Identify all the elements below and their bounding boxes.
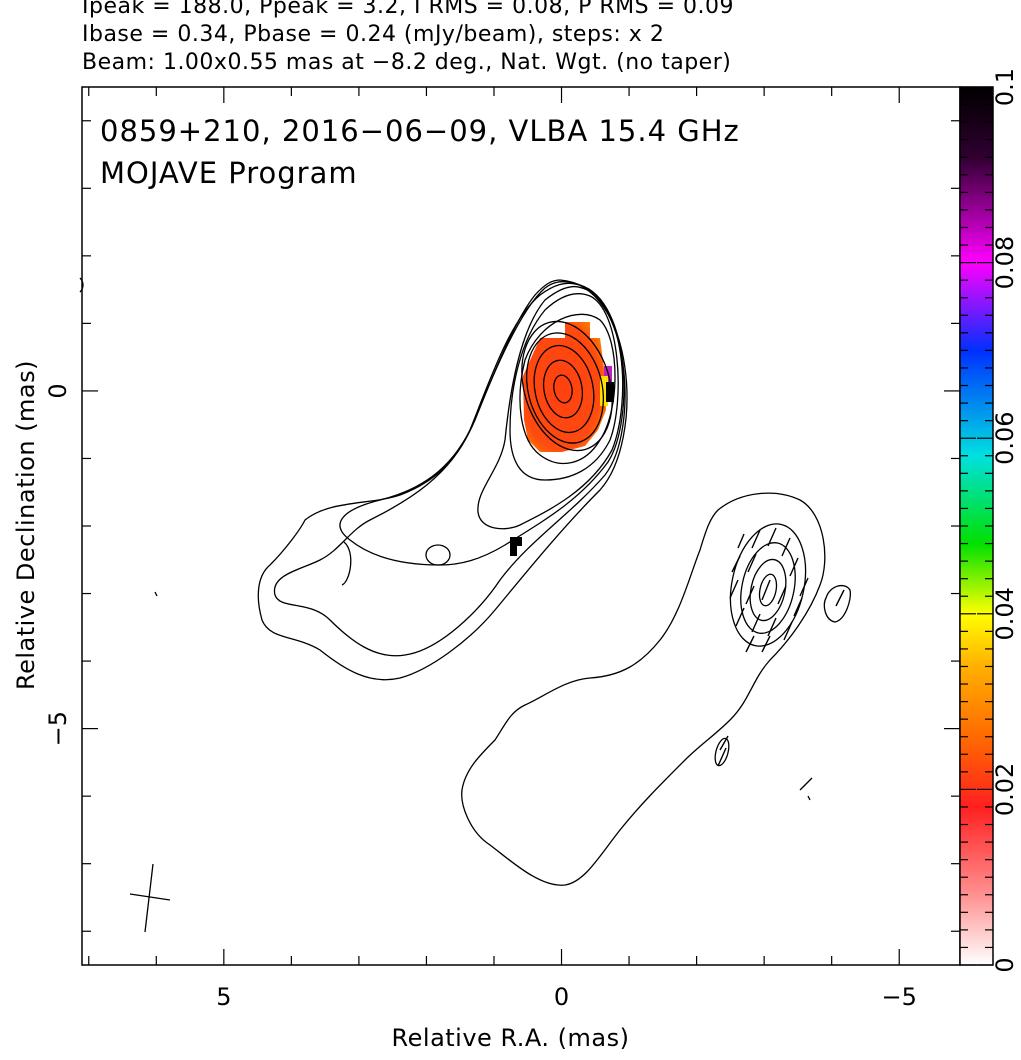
beam-marker xyxy=(129,863,171,933)
colorbar-tick-label: 0.08 xyxy=(991,236,1019,289)
y-tick-label: −5 xyxy=(44,711,72,746)
polarization-vectors xyxy=(717,527,845,767)
x-axis-label: Relative R.A. (mas) xyxy=(391,1024,630,1052)
polarization-core-patch xyxy=(523,322,614,452)
colorbar-tick-label: 0 xyxy=(991,957,1019,972)
colorbar-tick-label: 0.06 xyxy=(991,411,1019,464)
x-tick-label: −5 xyxy=(882,983,917,1011)
y-axis-label: Relative Declination (mas) xyxy=(12,359,40,691)
outer-jet-contours xyxy=(461,492,851,886)
map-subtitle: MOJAVE Program xyxy=(100,156,358,190)
intensity-contours xyxy=(79,277,628,681)
y-tick-label: 0 xyxy=(44,383,72,398)
colorbar-labels: 0 0.02 0.04 0.06 0.08 0.1 xyxy=(991,68,1019,973)
header-line-2: Ibase = 0.34, Pbase = 0.24 (mJy/beam), s… xyxy=(82,22,665,47)
axis-tick-labels: 5 0 −5 0 −5 xyxy=(44,383,917,1011)
colorbar-ticks xyxy=(960,86,993,966)
header-line-1: Ipeak = 188.0, Ppeak = 3.2, I RMS = 0.08… xyxy=(82,0,734,19)
colorbar-tick-label: 0.1 xyxy=(991,68,1019,106)
axis-ticks xyxy=(82,87,960,965)
map-title: 0859+210, 2016−06−09, VLBA 15.4 GHz xyxy=(100,114,740,148)
plot-frame xyxy=(81,86,961,966)
polarization-pixel-small xyxy=(510,537,522,556)
colorbar-tick-label: 0.04 xyxy=(991,587,1019,640)
x-tick-label: 5 xyxy=(216,983,231,1011)
colorbar-tick-label: 0.02 xyxy=(991,763,1019,816)
header-line-3: Beam: 1.00x0.55 mas at −8.2 deg., Nat. W… xyxy=(82,50,732,75)
x-tick-label: 0 xyxy=(554,983,569,1011)
